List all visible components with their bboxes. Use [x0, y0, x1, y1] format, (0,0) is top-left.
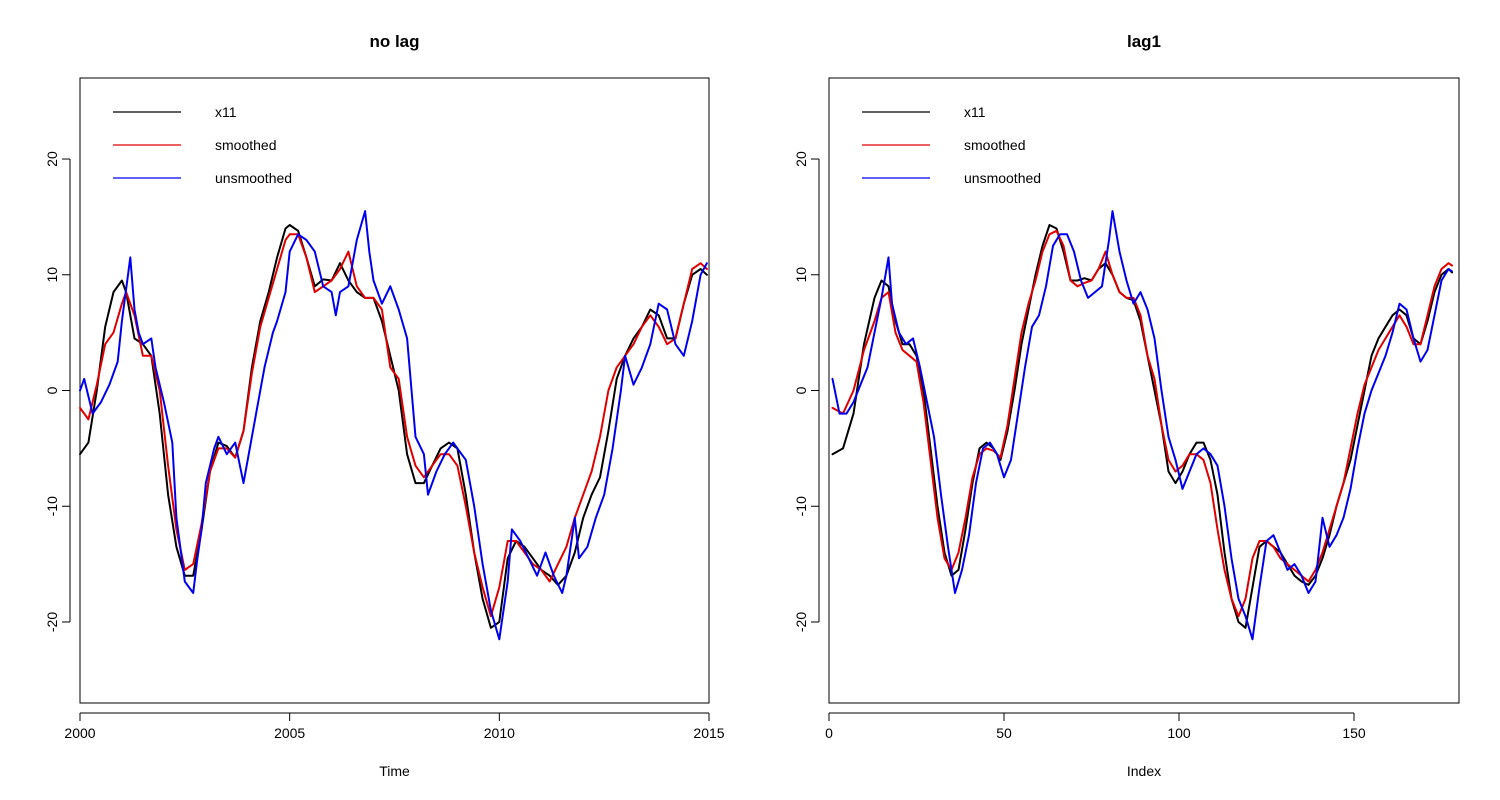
- panel-1-y-tick-label: 20: [44, 151, 60, 167]
- panel-1-legend-label: unsmoothed: [215, 170, 292, 186]
- panel-2-series-smoothed: [831, 229, 1453, 618]
- panel-2-y-tick-label: -20: [793, 612, 809, 632]
- panel-1-x-tick-label: 2005: [274, 725, 305, 741]
- panel-2-x-tick-label: 150: [1342, 725, 1366, 741]
- panel-1-y-tick-label: 10: [44, 267, 60, 283]
- panel-2-series-unsmoothed: [831, 210, 1453, 641]
- panel-1-legend-label: x11: [215, 104, 237, 120]
- panel-1-x-tick-label: 2015: [693, 725, 724, 741]
- panel-1-y-tick-label: -20: [44, 612, 60, 632]
- panel-1-series-smoothed: [79, 233, 708, 618]
- panel-2-x-tick-label: 0: [825, 725, 833, 741]
- panel-2-title: lag1: [1127, 32, 1161, 51]
- panel-2-y-tick-label: 20: [793, 151, 809, 167]
- panel-1-x-tick-label: 2000: [64, 725, 95, 741]
- panel-2-legend-label: x11: [964, 104, 986, 120]
- panel-1-series-x11: [79, 224, 708, 629]
- panel-2-x-tick-label: 100: [1167, 725, 1191, 741]
- panel-1-series-unsmoothed: [79, 210, 708, 641]
- panel-2-x-tick-label: 50: [996, 725, 1012, 741]
- panel-1-legend-label: smoothed: [215, 137, 276, 153]
- panel-1-y-tick-label: -10: [44, 496, 60, 516]
- panel-2-y-tick-label: 0: [793, 386, 809, 394]
- panel-1-y-tick-label: 0: [44, 386, 60, 394]
- panel-1-title: no lag: [369, 32, 419, 51]
- panel-2-x-axis-label: Index: [1127, 763, 1161, 779]
- panel-2-series-x11: [831, 224, 1453, 629]
- panel-2-y-tick-label: -10: [793, 496, 809, 516]
- panel-2-legend-label: unsmoothed: [964, 170, 1041, 186]
- panel-2-plot-frame: [828, 77, 1460, 704]
- panel-1-x-axis-label: Time: [379, 763, 410, 779]
- panel-2-legend-label: smoothed: [964, 137, 1025, 153]
- panel-2-y-tick-label: 10: [793, 267, 809, 283]
- panel-1-x-tick-label: 2010: [484, 725, 515, 741]
